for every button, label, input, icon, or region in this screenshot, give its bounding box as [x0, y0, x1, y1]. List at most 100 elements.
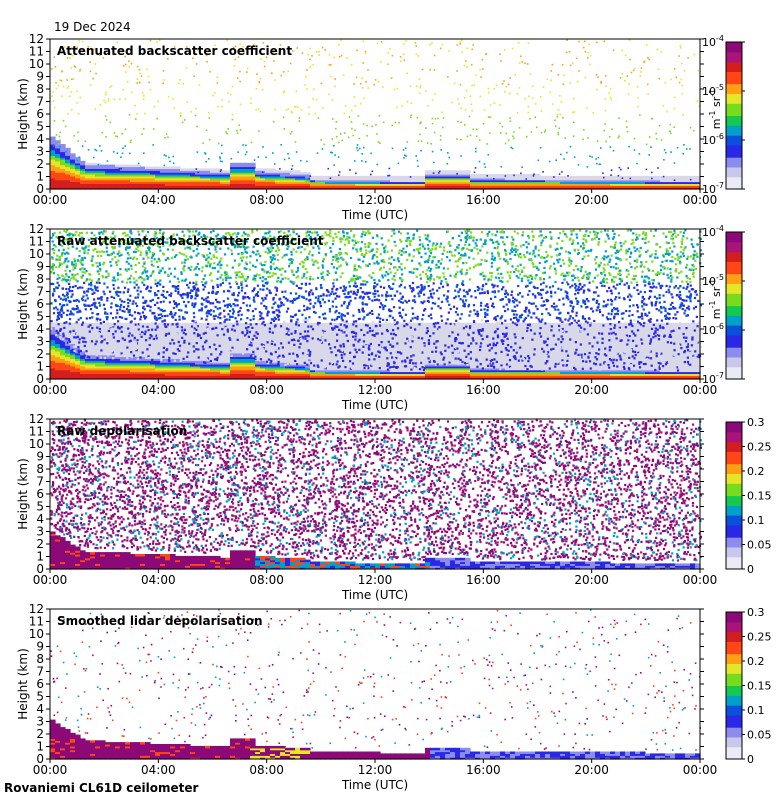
heatmap-cell	[100, 371, 106, 374]
heatmap-cell	[130, 350, 136, 354]
heatmap-cell	[170, 360, 176, 363]
heatmap-cell	[340, 377, 346, 380]
heatmap-cell	[210, 375, 216, 378]
heatmap-cell	[105, 365, 111, 369]
heatmap-cell	[395, 352, 401, 356]
heatmap-cell	[485, 177, 491, 181]
noise-speckle	[466, 47, 468, 50]
noise-speckle	[439, 135, 442, 137]
heatmap-cell	[170, 369, 176, 373]
heatmap-cell	[460, 332, 466, 335]
heatmap-cell	[190, 332, 196, 335]
noise-speckle	[647, 57, 649, 59]
heatmap-cell	[90, 172, 96, 175]
heatmap-cell	[75, 322, 81, 326]
heatmap-cell	[405, 365, 411, 369]
heatmap-cell	[120, 352, 126, 356]
heatmap-cell	[440, 177, 446, 181]
heatmap-cell	[210, 362, 216, 365]
heatmap-cell	[215, 181, 221, 184]
noise-speckle	[604, 75, 607, 77]
heatmap-cell	[310, 377, 316, 380]
heatmap-cell	[345, 365, 351, 369]
heatmap-cell	[430, 375, 436, 378]
heatmap-cell	[200, 322, 206, 326]
noise-speckle	[152, 144, 154, 146]
heatmap-cell	[220, 365, 226, 369]
heatmap-cell	[125, 170, 131, 173]
heatmap-cell	[290, 345, 296, 348]
noise-speckle	[401, 105, 403, 107]
heatmap-cell	[345, 354, 351, 358]
heatmap-cell	[450, 365, 456, 369]
heatmap-cell	[540, 185, 546, 188]
heatmap-cell	[245, 179, 251, 183]
heatmap-cell	[310, 334, 316, 337]
noise-speckle	[433, 161, 435, 164]
heatmap-cell	[155, 183, 161, 186]
heatmap-cell	[385, 358, 391, 361]
heatmap-cell	[155, 358, 161, 361]
noise-speckle	[79, 70, 81, 72]
heatmap-cell	[390, 347, 396, 350]
heatmap-cell	[115, 322, 121, 326]
heatmap-cell	[205, 347, 211, 350]
heatmap-cell	[255, 369, 261, 373]
heatmap-cell	[160, 360, 166, 363]
heatmap-cell	[350, 360, 356, 363]
heatmap-cell	[200, 360, 206, 363]
heatmap-cell	[385, 350, 391, 354]
heatmap-cell	[280, 175, 286, 179]
heatmap-cell	[175, 373, 181, 376]
heatmap-cell	[540, 177, 546, 181]
heatmap-cell	[65, 335, 71, 339]
heatmap-cell	[340, 177, 346, 181]
heatmap-cell	[225, 179, 231, 183]
noise-speckle	[172, 98, 174, 100]
noise-speckle	[60, 79, 63, 82]
noise-speckle	[334, 78, 336, 80]
heatmap-cell	[85, 322, 91, 326]
heatmap-cell	[295, 185, 301, 188]
heatmap-cell	[60, 185, 66, 188]
heatmap-cell	[180, 175, 186, 179]
noise-speckle	[473, 171, 476, 174]
heatmap-cell	[425, 170, 431, 173]
noise-speckle	[291, 165, 294, 167]
heatmap-cell	[85, 343, 91, 346]
heatmap-cell	[100, 369, 106, 373]
heatmap-cell	[125, 364, 131, 367]
heatmap-cell	[150, 373, 156, 376]
heatmap-cell	[505, 179, 511, 183]
heatmap-cell	[195, 330, 201, 333]
y-tick-label: 5	[36, 120, 44, 134]
heatmap-cell	[460, 328, 466, 331]
heatmap-cell	[90, 175, 96, 179]
heatmap-cell	[225, 337, 231, 341]
heatmap-cell	[230, 337, 236, 341]
noise-speckle	[639, 114, 641, 116]
noise-speckle	[231, 118, 234, 121]
noise-speckle	[350, 63, 353, 66]
noise-speckle	[209, 70, 211, 73]
heatmap-cell	[120, 174, 126, 177]
noise-speckle	[696, 100, 699, 102]
heatmap-cell	[395, 360, 401, 363]
colorbar-segment	[726, 103, 742, 107]
heatmap-cell	[445, 362, 451, 365]
heatmap-cell	[420, 175, 426, 179]
heatmap-cell	[385, 354, 391, 358]
noise-speckle	[363, 146, 365, 149]
heatmap-cell	[140, 328, 146, 331]
colorbar-segment	[726, 149, 742, 153]
heatmap-cell	[185, 322, 191, 326]
noise-speckle	[689, 178, 692, 181]
heatmap-cell	[230, 360, 236, 363]
noise-speckle	[71, 78, 73, 80]
x-axis-label: Time (UTC)	[341, 208, 408, 222]
heatmap-cell	[435, 179, 441, 183]
noise-speckle	[382, 86, 384, 88]
noise-speckle	[261, 88, 264, 91]
heatmap-cell	[400, 175, 406, 179]
heatmap-cell	[75, 157, 81, 160]
